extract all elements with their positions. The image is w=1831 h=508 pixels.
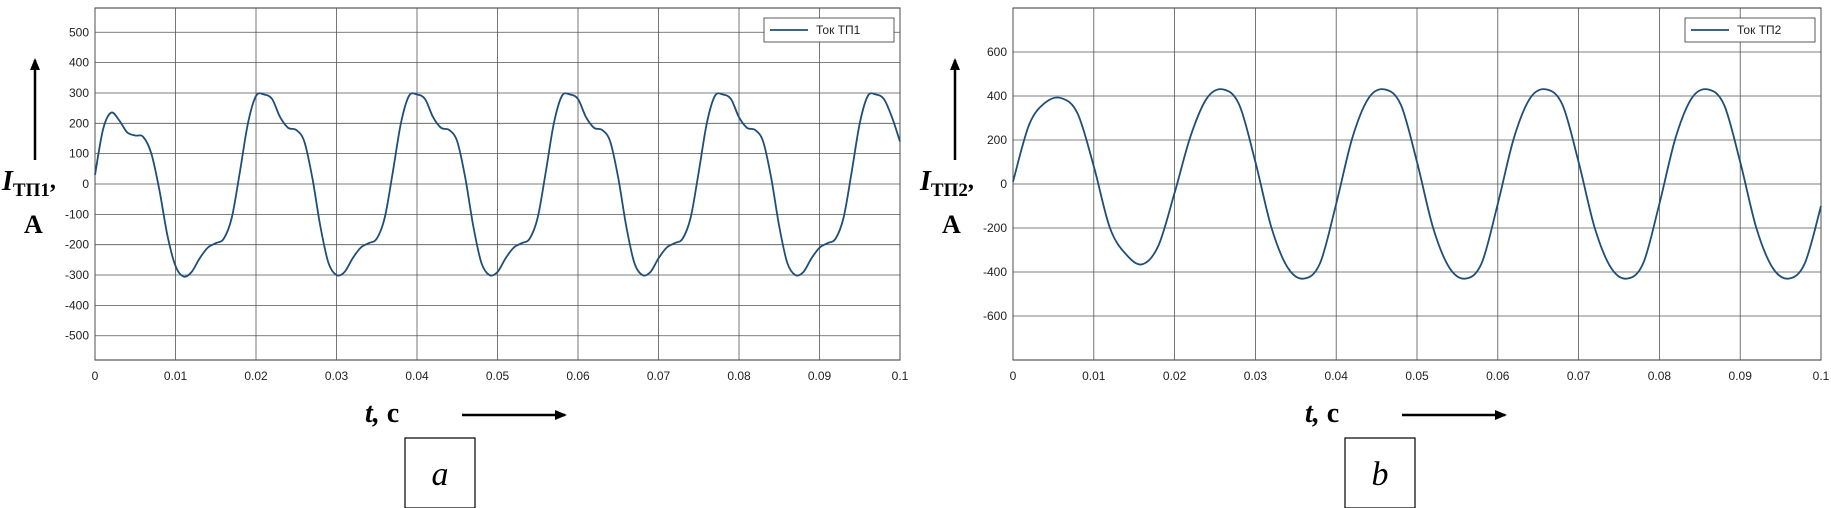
- x-tick-label: 0.06: [1486, 369, 1510, 383]
- y-tick-label: 500: [69, 25, 89, 39]
- y-tick-label: 200: [987, 133, 1007, 147]
- y-tick-label: -500: [65, 329, 89, 343]
- x-tick-label: 0.04: [1325, 369, 1349, 383]
- x-tick-label: 0.07: [647, 369, 671, 383]
- panel-label-box: [1344, 437, 1416, 508]
- x-tick-label: 0.07: [1567, 369, 1591, 383]
- y-tick-label: -400: [983, 265, 1007, 279]
- y-tick-label: 0: [1000, 177, 1007, 191]
- x-tick-label: 0.02: [244, 369, 268, 383]
- y-axis-label: IТП2,: [919, 166, 974, 201]
- x-tick-label: 0.03: [325, 369, 349, 383]
- x-tick-label: 0.03: [1244, 369, 1268, 383]
- x-tick-label: 0.09: [1729, 369, 1753, 383]
- y-tick-label: -200: [983, 221, 1007, 235]
- y-axis-unit: A: [24, 210, 43, 239]
- x-tick-label: 0.1: [1813, 369, 1830, 383]
- x-tick-label: 0: [92, 369, 99, 383]
- y-tick-label: -600: [983, 309, 1007, 323]
- x-tick-label: 0.08: [1648, 369, 1672, 383]
- series-line: [94, 92, 901, 278]
- y-tick-label: 400: [987, 89, 1007, 103]
- x-tick-label: 0.01: [164, 369, 188, 383]
- y-axis-unit: A: [942, 210, 961, 239]
- y-tick-label: -200: [65, 238, 89, 252]
- x-tick-label: 0.04: [405, 369, 429, 383]
- legend-box: [763, 17, 895, 43]
- y-axis-label: IТП1,: [1, 166, 56, 201]
- legend-label: Ток ТП2: [1737, 23, 1782, 37]
- y-tick-label: 0: [82, 177, 89, 191]
- y-tick-label: -400: [65, 298, 89, 312]
- panel-label: b: [1372, 456, 1389, 493]
- chart-panel-b: 0 0.01 0.02 0.03 0.04 0.05 0.06 0.07 0.08 0.09 0.1…: [919, 7, 1830, 508]
- legend: Ток ТП1: [763, 17, 895, 43]
- x-tick-label: 0.02: [1163, 369, 1187, 383]
- panel-label: a: [432, 456, 449, 493]
- chart-panel-a: 0 0.01 0.02 0.03 0.04 0.05 0.06 0.07 0.08 0.09 0.1…: [1, 7, 909, 508]
- x-tick-label: 0.05: [1405, 369, 1429, 383]
- y-tick-label: 600: [987, 45, 1007, 59]
- x-tick-label: 0.1: [892, 369, 909, 383]
- x-tick-label: 0.05: [486, 369, 510, 383]
- y-tick-label: 400: [69, 56, 89, 70]
- x-tick-label: 0.08: [727, 369, 751, 383]
- x-tick-label: 0: [1010, 369, 1017, 383]
- y-tick-label: 300: [69, 86, 89, 100]
- y-tick-label: 200: [69, 116, 89, 130]
- legend: Ток ТП2: [1684, 17, 1816, 43]
- y-tick-label: 100: [69, 147, 89, 161]
- series-line: [1012, 88, 1822, 280]
- x-tick-label: 0.06: [566, 369, 590, 383]
- y-tick-label: -300: [65, 268, 89, 282]
- x-tick-label: 0.01: [1082, 369, 1106, 383]
- y-tick-label: -100: [65, 207, 89, 221]
- x-axis-label: t, с: [365, 398, 399, 429]
- legend-label: Ток ТП1: [816, 23, 861, 37]
- panel-label-box: [404, 437, 476, 508]
- x-axis-label: t, с: [1305, 398, 1339, 429]
- x-tick-label: 0.09: [808, 369, 832, 383]
